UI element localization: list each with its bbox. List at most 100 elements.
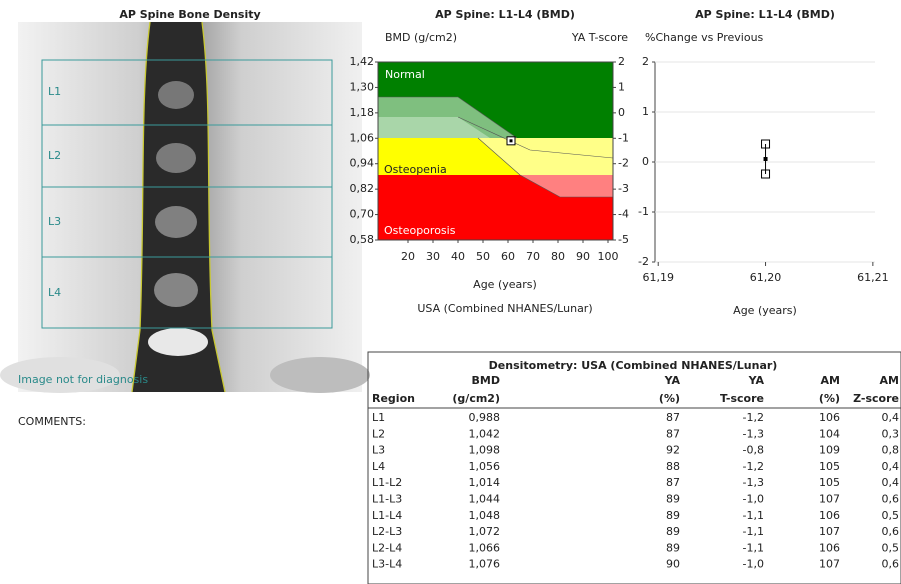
x-tick-label: 61,21 <box>857 271 889 284</box>
table-cell: L3-L4 <box>372 558 402 571</box>
error-cap <box>761 139 771 149</box>
table-header: AM <box>821 374 840 387</box>
table-cell: 1,066 <box>469 541 501 554</box>
x-tick-label: 100 <box>598 250 619 263</box>
image-note: Image not for diagnosis <box>18 373 148 386</box>
table-cell: 1,098 <box>469 444 501 457</box>
image-title: AP Spine Bone Density <box>119 8 260 21</box>
table-cell: -0,8 <box>743 444 764 457</box>
y2-tick-label: -4 <box>618 208 629 221</box>
region-label: L3 <box>48 215 61 228</box>
table-cell: 0,8 <box>882 444 900 457</box>
y2-tick-label: 1 <box>618 80 625 93</box>
y2-tick-label: -1 <box>618 131 629 144</box>
table-cell: L1-L3 <box>372 493 402 506</box>
table-header: BMD <box>472 374 500 387</box>
table-cell: 105 <box>819 476 840 489</box>
table-header: (g/cm2) <box>452 392 500 405</box>
x-tick-label: 90 <box>576 250 590 263</box>
y-axis-label: %Change vs Previous <box>645 31 764 44</box>
y2-tick-label: -3 <box>618 182 629 195</box>
y-tick-label: 1,42 <box>350 55 375 68</box>
table-cell: -1,0 <box>743 493 764 506</box>
x-tick-label: 61,19 <box>642 271 674 284</box>
table-cell: 0,988 <box>469 411 501 424</box>
table-cell: 92 <box>666 444 680 457</box>
y-tick-label: 1,18 <box>350 106 375 119</box>
table-header: YA <box>664 374 681 387</box>
table-cell: L1-L2 <box>372 476 402 489</box>
region-label: L2 <box>48 149 61 162</box>
patient-point <box>506 136 516 146</box>
chart-title: AP Spine: L1-L4 (BMD) <box>695 8 835 21</box>
table-cell: 0,4 <box>882 460 900 473</box>
x-tick-label: 70 <box>526 250 540 263</box>
reference-bands <box>377 61 614 241</box>
y2-axis-label: YA T-score <box>571 31 628 44</box>
table-cell: 105 <box>819 460 840 473</box>
zone-label: Normal <box>385 68 425 81</box>
table-cell: 1,056 <box>469 460 501 473</box>
table-cell: 0,6 <box>882 525 900 538</box>
table-cell: 89 <box>666 493 680 506</box>
x-axis-label: Age (years) <box>733 304 797 317</box>
y-tick-label: 0,70 <box>350 208 375 221</box>
table-cell: -1,2 <box>743 411 764 424</box>
table-cell: 89 <box>666 509 680 522</box>
zone-label: Osteoporosis <box>384 224 456 237</box>
table-cell: 0,5 <box>882 509 900 522</box>
table-cell: 87 <box>666 476 680 489</box>
y-tick-label: 1,06 <box>350 131 375 144</box>
table-cell: 1,014 <box>469 476 501 489</box>
x-tick-label: 20 <box>401 250 415 263</box>
table-frame <box>367 351 901 584</box>
y-tick-label: 2 <box>642 55 649 68</box>
y-axis-label: BMD (g/cm2) <box>385 31 457 44</box>
x-tick-label: 61,20 <box>750 271 782 284</box>
table-title: Densitometry: USA (Combined NHANES/Lunar… <box>489 359 778 372</box>
chart-subtitle: USA (Combined NHANES/Lunar) <box>417 302 592 315</box>
table-cell: 87 <box>666 411 680 424</box>
table-cell: L3 <box>372 444 385 457</box>
y2-tick-label: -2 <box>618 157 629 170</box>
table-cell: 0,4 <box>882 411 900 424</box>
table-cell: 1,072 <box>469 525 501 538</box>
table-cell: 107 <box>819 493 840 506</box>
table-cell: 1,042 <box>469 427 501 440</box>
table-cell: 0,3 <box>882 427 900 440</box>
table-cell: 106 <box>819 509 840 522</box>
table-cell: 90 <box>666 558 680 571</box>
table-cell: -1,1 <box>743 541 764 554</box>
y-tick-label: -2 <box>638 255 649 268</box>
spine-image <box>0 21 370 393</box>
y2-tick-label: -5 <box>618 233 629 246</box>
table-cell: 106 <box>819 411 840 424</box>
y-tick-label: 0,58 <box>350 233 375 246</box>
table-cell: 104 <box>819 427 840 440</box>
table-cell: 89 <box>666 541 680 554</box>
table-cell: 109 <box>819 444 840 457</box>
x-tick-label: 50 <box>476 250 490 263</box>
table-cell: 0,5 <box>882 541 900 554</box>
table-cell: 1,076 <box>469 558 501 571</box>
point <box>763 157 768 161</box>
table-header: YA <box>748 374 765 387</box>
table-header: Z-score <box>853 392 899 405</box>
x-axis-label: Age (years) <box>473 278 537 291</box>
y2-tick-label: 0 <box>618 106 625 119</box>
comments: COMMENTS: <box>18 415 86 428</box>
zone-label: Osteopenia <box>384 163 447 176</box>
region-label: L1 <box>48 85 61 98</box>
table-cell: L1 <box>372 411 385 424</box>
table-cell: 107 <box>819 558 840 571</box>
table-cell: 0,4 <box>882 476 900 489</box>
error-cap <box>761 169 771 179</box>
region-label: L4 <box>48 286 61 299</box>
y-tick-label: 1,30 <box>350 80 375 93</box>
table-cell: 87 <box>666 427 680 440</box>
table-cell: 107 <box>819 525 840 538</box>
x-tick-label: 60 <box>501 250 515 263</box>
table-cell: 1,044 <box>469 493 501 506</box>
table-cell: -1,3 <box>743 476 764 489</box>
